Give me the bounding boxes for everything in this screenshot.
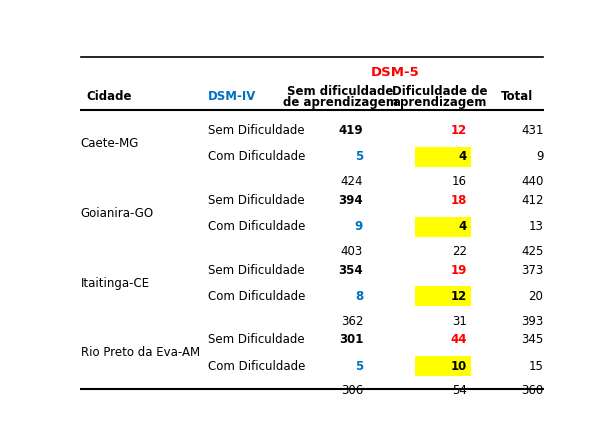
Text: 13: 13: [529, 220, 543, 233]
Text: 15: 15: [529, 359, 543, 372]
FancyBboxPatch shape: [415, 286, 471, 306]
Text: Com Dificuldade: Com Dificuldade: [208, 359, 306, 372]
Text: 440: 440: [521, 175, 543, 188]
Text: Rio Preto da Eva-AM: Rio Preto da Eva-AM: [81, 347, 200, 359]
FancyBboxPatch shape: [415, 217, 471, 236]
Text: 306: 306: [341, 384, 363, 397]
Text: 354: 354: [339, 264, 363, 277]
Text: 424: 424: [340, 175, 363, 188]
Text: Sem dificuldade: Sem dificuldade: [287, 85, 393, 98]
Text: 19: 19: [451, 264, 467, 277]
FancyBboxPatch shape: [415, 356, 471, 376]
Text: 4: 4: [459, 150, 467, 163]
Text: 431: 431: [521, 124, 543, 137]
Text: 8: 8: [355, 290, 363, 303]
Text: 403: 403: [341, 245, 363, 258]
Text: 12: 12: [451, 124, 467, 137]
Text: Itaitinga-CE: Itaitinga-CE: [81, 277, 150, 290]
Text: 44: 44: [451, 334, 467, 347]
Text: 373: 373: [521, 264, 543, 277]
Text: 9: 9: [536, 150, 543, 163]
Text: 5: 5: [355, 150, 363, 163]
Text: 16: 16: [452, 175, 467, 188]
Text: 20: 20: [529, 290, 543, 303]
Text: Com Dificuldade: Com Dificuldade: [208, 150, 306, 163]
Text: 393: 393: [521, 314, 543, 327]
Text: 10: 10: [451, 359, 467, 372]
Text: DSM-IV: DSM-IV: [208, 90, 256, 103]
Text: 301: 301: [339, 334, 363, 347]
Text: Total: Total: [501, 90, 533, 103]
Text: Sem Dificuldade: Sem Dificuldade: [208, 194, 305, 207]
Text: 394: 394: [339, 194, 363, 207]
Text: Sem Dificuldade: Sem Dificuldade: [208, 124, 305, 137]
Text: Caete-MG: Caete-MG: [81, 137, 139, 150]
Text: 18: 18: [451, 194, 467, 207]
Text: 360: 360: [521, 384, 543, 397]
Text: 4: 4: [459, 220, 467, 233]
Text: 9: 9: [355, 220, 363, 233]
Text: Dificuldade de: Dificuldade de: [392, 85, 487, 98]
Text: 345: 345: [521, 334, 543, 347]
Text: 5: 5: [355, 359, 363, 372]
Text: 362: 362: [340, 314, 363, 327]
Text: aprendizagem: aprendizagem: [392, 96, 487, 109]
Text: de aprendizagem: de aprendizagem: [283, 96, 398, 109]
Text: 425: 425: [521, 245, 543, 258]
Text: Sem Dificuldade: Sem Dificuldade: [208, 264, 305, 277]
Text: Goianira-GO: Goianira-GO: [81, 207, 154, 220]
Text: Com Dificuldade: Com Dificuldade: [208, 220, 306, 233]
Text: 412: 412: [521, 194, 543, 207]
Text: DSM-5: DSM-5: [370, 66, 419, 79]
Text: 12: 12: [451, 290, 467, 303]
Text: 31: 31: [452, 314, 467, 327]
Text: Cidade: Cidade: [86, 90, 132, 103]
FancyBboxPatch shape: [415, 147, 471, 167]
Text: 54: 54: [452, 384, 467, 397]
Text: 419: 419: [339, 124, 363, 137]
Text: Com Dificuldade: Com Dificuldade: [208, 290, 306, 303]
Text: Sem Dificuldade: Sem Dificuldade: [208, 334, 305, 347]
Text: 22: 22: [452, 245, 467, 258]
